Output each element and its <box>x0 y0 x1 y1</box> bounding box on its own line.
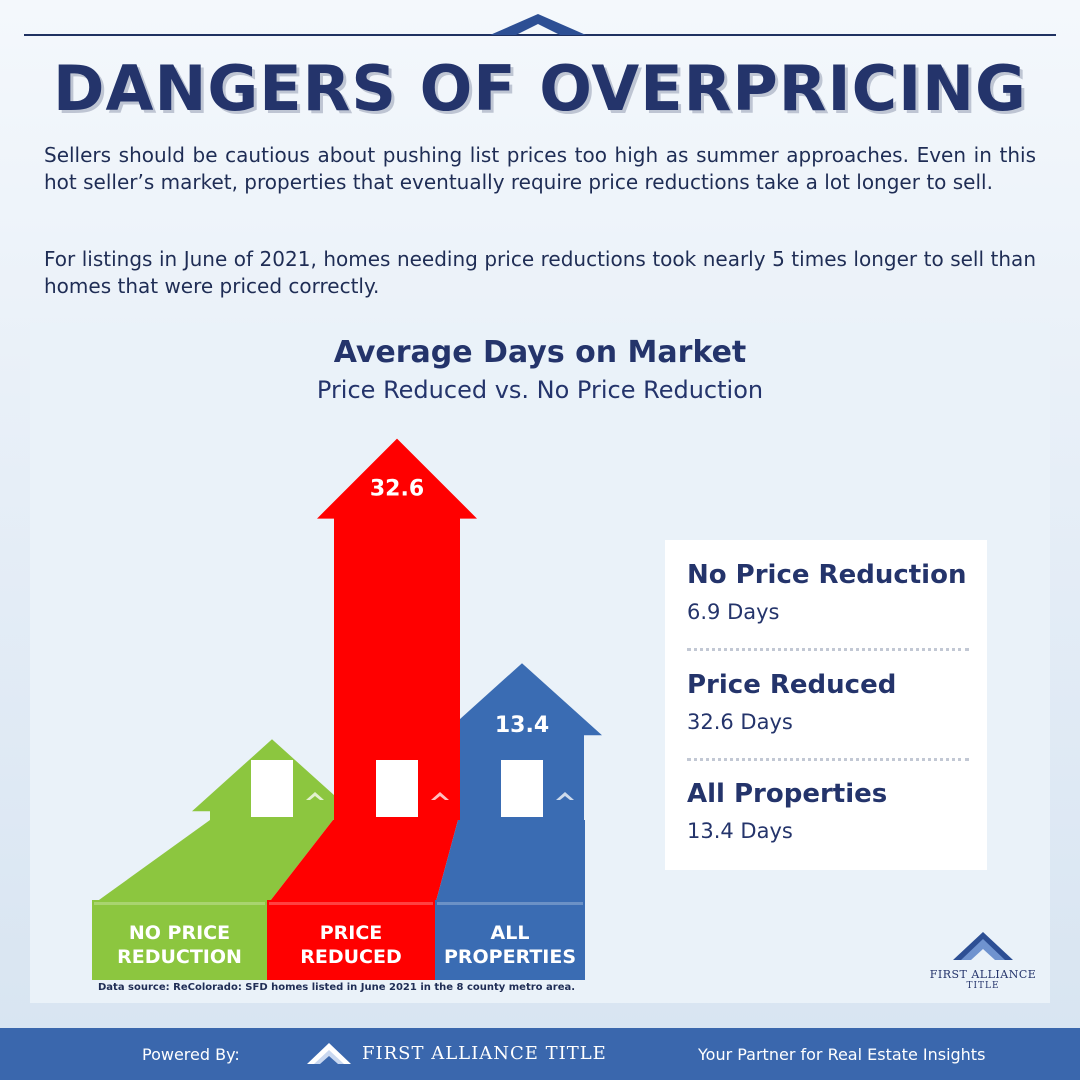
category-label-no-price-reduction: REDUCTION <box>117 946 242 968</box>
category-label-price-reduced: PRICE <box>320 922 383 944</box>
watermark-logo-icon <box>556 792 574 800</box>
category-label-no-price-reduction: NO PRICE <box>129 922 230 944</box>
label-box-highlight <box>94 902 265 905</box>
legend-box: No Price Reduction 6.9 Days Price Reduce… <box>665 540 987 870</box>
page-title: DANGERS OF OVERPRICING <box>53 52 1027 125</box>
legend-divider <box>687 758 969 761</box>
footer-mountain-icon <box>307 1043 351 1064</box>
value-label-no-price-reduction: 6.9 <box>253 789 292 814</box>
legend-value: 13.4 Days <box>687 819 793 843</box>
brand-logo: FIRST ALLIANCE TITLE <box>918 928 1048 991</box>
label-box-no-price-reduction <box>92 900 267 980</box>
top-mountain-icon <box>490 14 586 35</box>
legend-name: No Price Reduction <box>687 560 967 590</box>
bar-price-reduced <box>317 438 477 820</box>
top-divider-line <box>24 34 1056 36</box>
brand-name: FIRST ALLIANCE <box>929 968 1037 981</box>
footer-bar: Powered By: FIRST ALLIANCE TITLE Your Pa… <box>0 1028 1080 1080</box>
street-all-properties <box>435 820 585 905</box>
chart-subtitle: Price Reduced vs. No Price Reduction <box>316 376 764 404</box>
intro-paragraph-1: Sellers should be cautious about pushing… <box>44 143 1036 194</box>
chart-title: Average Days on Market <box>333 335 747 370</box>
powered-by-label: Powered By: <box>142 1045 240 1064</box>
legend-name: All Properties <box>687 779 888 809</box>
door-all-properties <box>501 760 543 817</box>
intro-paragraph-2: For listings in June of 2021, homes need… <box>44 247 1036 298</box>
category-label-price-reduced: REDUCED <box>300 946 402 968</box>
door-no-price-reduction <box>251 760 293 817</box>
watermark-logo-icon <box>431 792 449 800</box>
legend-name: Price Reduced <box>687 670 897 700</box>
footer-company-name: FIRST ALLIANCE TITLE <box>362 1042 607 1064</box>
legend-item-all-properties: All Properties 13.4 Days <box>687 779 969 843</box>
value-label-all-properties: 13.4 <box>495 713 549 738</box>
door-price-reduced <box>376 760 418 817</box>
street-price-reduced <box>267 820 458 905</box>
label-box-highlight <box>269 902 433 905</box>
brand-sub: TITLE <box>966 981 1000 991</box>
label-box-highlight <box>437 902 583 905</box>
watermark-logo-icon <box>306 792 324 800</box>
footer-brand: FIRST ALLIANCE TITLE <box>306 1040 607 1066</box>
legend-value: 6.9 Days <box>687 600 780 624</box>
label-box-all-properties <box>435 900 585 980</box>
data-source-note: Data source: ReColorado: SFD homes liste… <box>98 982 576 993</box>
street-no-price-reduction <box>92 820 333 905</box>
label-box-price-reduced <box>267 900 435 980</box>
legend-divider <box>687 648 969 651</box>
legend-item-no-price-reduction: No Price Reduction 6.9 Days <box>687 560 969 624</box>
category-label-all-properties: ALL <box>491 922 530 944</box>
legend-value: 32.6 Days <box>687 710 793 734</box>
bar-all-properties <box>442 663 602 820</box>
value-label-price-reduced: 32.6 <box>370 477 424 502</box>
footer-tagline: Your Partner for Real Estate Insights <box>698 1045 986 1064</box>
mountain-logo-icon <box>953 932 1013 960</box>
category-label-all-properties: PROPERTIES <box>444 946 576 968</box>
legend-item-price-reduced: Price Reduced 32.6 Days <box>687 670 969 734</box>
